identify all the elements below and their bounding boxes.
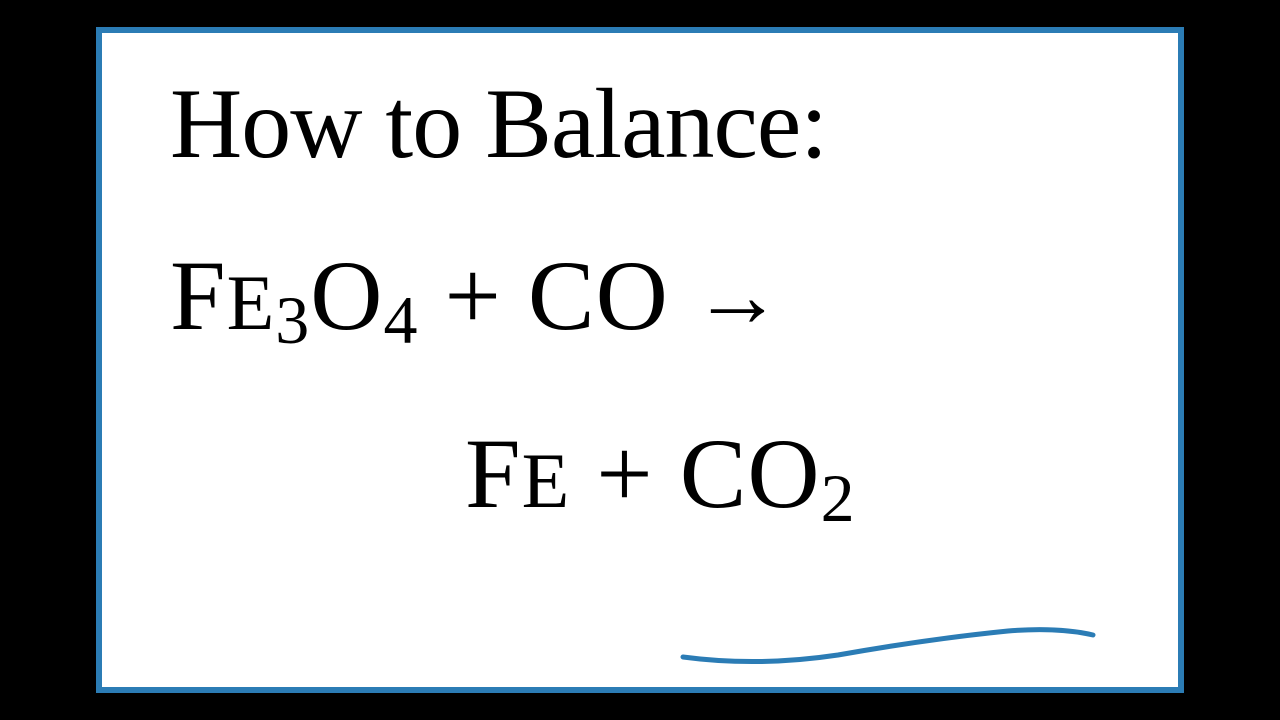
underline-scribble-icon: [678, 619, 1098, 669]
reactant-co: CO: [528, 240, 669, 351]
plus-sign-2: +: [570, 418, 679, 529]
product-co2: CO2: [680, 418, 856, 529]
reaction-arrow: →: [669, 247, 784, 346]
product-fe: FE: [465, 418, 570, 529]
equation-products-line: FE + CO2: [170, 424, 1128, 524]
slide-title: How to Balance:: [170, 71, 1128, 176]
reactant-fe3o4: FE3O4: [170, 240, 419, 351]
equation-reactants-line: FE3O4 + CO →: [170, 246, 1128, 346]
slide-frame: How to Balance: FE3O4 + CO → FE + CO2: [96, 27, 1184, 693]
plus-sign-1: +: [419, 240, 528, 351]
